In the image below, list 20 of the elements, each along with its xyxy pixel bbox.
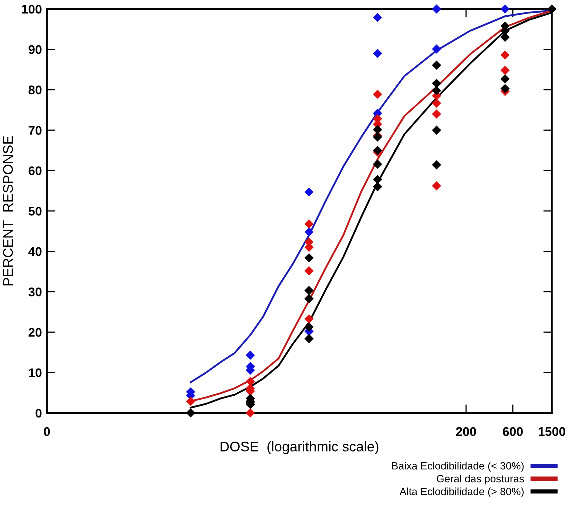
y-tick-label: 100 (22, 5, 42, 14)
x-tick-label: 600 (503, 427, 523, 436)
y-tick-label: 70 (28, 126, 42, 136)
y-tick-label: 10 (29, 368, 42, 378)
legend-label: Geral das posturas (437, 474, 524, 485)
y-tick-label: 90 (28, 45, 42, 54)
y-tick-label: 20 (28, 328, 42, 338)
legend-label: Baixa Eclodibilidade (< 30%) (392, 462, 524, 472)
y-tick-label: 60 (28, 166, 42, 176)
legend-label: Alta Eclodibilidade (> 80%) (400, 488, 524, 498)
y-tick-label: 30 (28, 288, 42, 297)
x-tick-label: 0 (44, 427, 50, 436)
y-tick-label: 0 (36, 408, 42, 418)
y-tick-label: 50 (28, 207, 42, 216)
x-tick-label: 1500 (538, 427, 566, 436)
y-tick-label: 80 (28, 86, 42, 95)
y-tick-label: 40 (28, 247, 42, 256)
x-axis-title: DOSE (logarithmic scale) (220, 442, 379, 454)
x-tick-label: 200 (456, 427, 476, 436)
y-axis-title: PERCENT RESPONSE (3, 136, 14, 286)
